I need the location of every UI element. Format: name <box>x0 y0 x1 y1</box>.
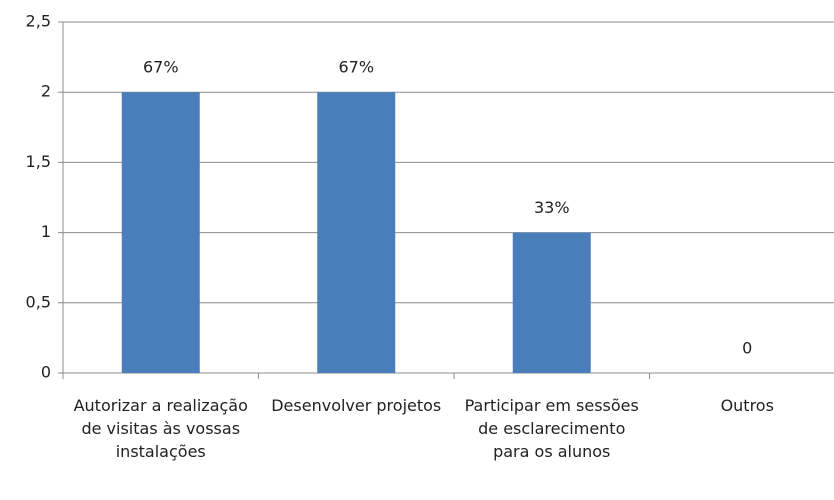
x-tick-label: Outros <box>720 396 774 415</box>
x-tick-label: Autorizar a realização de visitas às vos… <box>73 396 248 461</box>
data-label: 33% <box>534 198 570 217</box>
y-tick-label: 1,5 <box>26 152 51 171</box>
data-label: 67% <box>338 58 374 77</box>
data-label: 0 <box>742 339 752 358</box>
x-tick-label: Participar em sessões de esclarecimento … <box>464 396 639 461</box>
y-tick-label: 2 <box>41 82 51 101</box>
y-tick-label: 0 <box>41 363 51 382</box>
bar <box>317 92 396 373</box>
bar <box>512 232 591 373</box>
bar <box>121 92 200 373</box>
y-tick-label: 2,5 <box>26 12 51 31</box>
data-label: 67% <box>143 58 179 77</box>
y-tick-label: 0,5 <box>26 292 51 311</box>
x-tick-label: Desenvolver projetos <box>271 396 442 415</box>
y-tick-label: 1 <box>41 222 51 241</box>
